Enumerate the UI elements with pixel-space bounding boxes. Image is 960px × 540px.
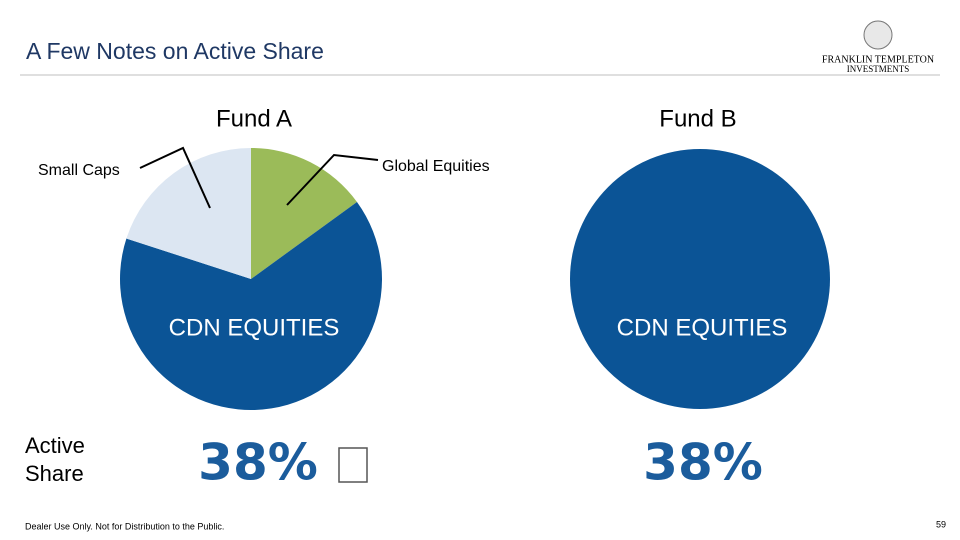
chart-title: Fund B (659, 105, 736, 132)
logo-text: INVESTMENTS (847, 64, 910, 74)
slice-label: Small Caps (38, 162, 120, 179)
active-share-label: Active Share (25, 433, 85, 486)
missing-glyph-box (338, 447, 368, 483)
page-number: 59 (936, 519, 946, 529)
pies (119, 148, 830, 410)
pie-slice (570, 149, 830, 409)
pie-slice (251, 148, 357, 279)
chart-title: Fund A (216, 105, 292, 132)
slice-label: CDN EQUITIES (617, 314, 788, 341)
slice-label: Global Equities (382, 158, 490, 175)
slide-title: A Few Notes on Active Share (26, 38, 324, 64)
logo-emblem (863, 20, 893, 50)
pie-slice (119, 202, 382, 410)
leader-line (286, 153, 379, 206)
logo-text: FRANKLIN TEMPLETON (822, 54, 934, 65)
pie-slice (126, 148, 251, 279)
footer: Dealer Use Only. Not for Distribution to… (25, 521, 224, 531)
active-share-value: 38% (643, 434, 763, 492)
active-share-value: 38% (198, 434, 318, 492)
leader-line (139, 146, 211, 209)
slice-label: CDN EQUITIES (169, 314, 340, 341)
